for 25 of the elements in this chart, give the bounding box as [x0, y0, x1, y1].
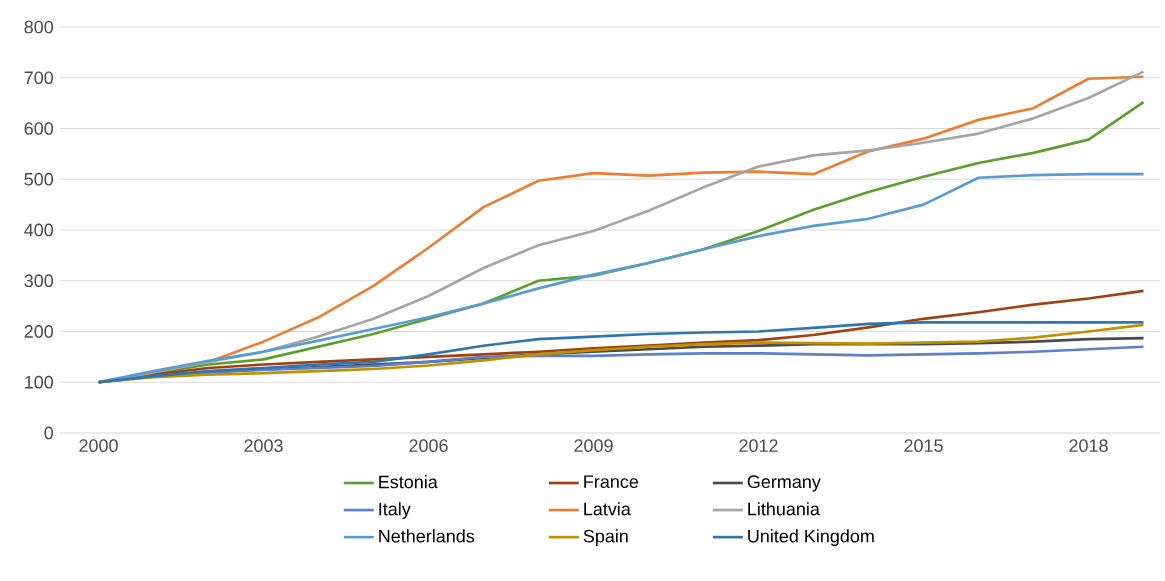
legend-label: Estonia — [379, 475, 438, 489]
y-tick-label: 200 — [24, 325, 54, 338]
legend-label: United Kingdom — [748, 529, 874, 547]
y-tick-label: 500 — [24, 172, 54, 186]
y-tick-label: 100 — [25, 375, 54, 389]
y-tick-label: 0 — [44, 426, 54, 440]
x-tick-label: 2009 — [574, 439, 613, 452]
legend-label: Germany — [747, 475, 821, 492]
x-tick-label: 2015 — [904, 439, 943, 452]
y-tick-label: 400 — [24, 223, 54, 237]
y-tick-label: 600 — [24, 122, 54, 135]
legend-label: Lithuania — [748, 502, 820, 516]
legend-label: Netherlands — [379, 529, 475, 543]
legend-label: France — [584, 475, 639, 489]
x-tick-label: 2000 — [79, 439, 118, 452]
x-tick-label: 2018 — [1069, 439, 1108, 452]
y-tick-label: 300 — [24, 274, 54, 288]
y-tick-label: 800 — [24, 20, 54, 34]
x-tick-label: 2006 — [409, 439, 448, 452]
y-tick-label: 700 — [24, 71, 54, 85]
x-tick-label: 2003 — [244, 439, 283, 452]
legend-label: Spain — [583, 529, 628, 547]
legend-label: Latvia — [584, 502, 631, 516]
x-tick-label: 2012 — [739, 439, 778, 452]
legend-label: Italy — [379, 502, 411, 519]
